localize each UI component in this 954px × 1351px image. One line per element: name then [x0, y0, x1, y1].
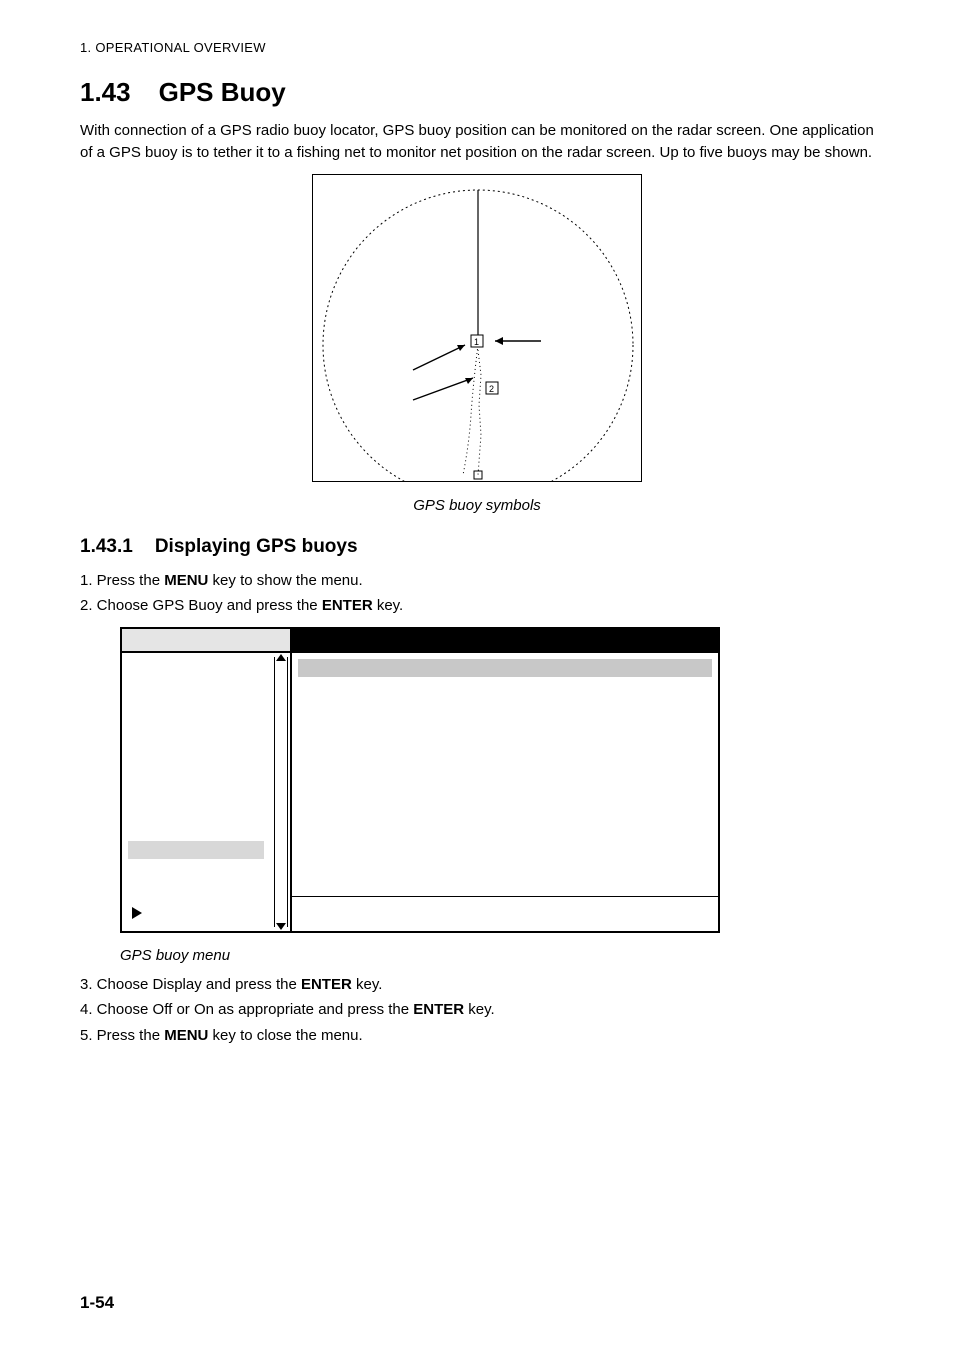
menu-more-indicator-icon [132, 907, 142, 919]
section-title: 1.43 GPS Buoy [80, 77, 874, 108]
enter-key-label: ENTER [322, 597, 373, 614]
menu-header-right [292, 629, 718, 653]
subsection-title: 1.43.1 Displaying GPS buoys [80, 536, 874, 558]
radar-svg: 1 2 [313, 175, 642, 482]
menu-header-left [122, 629, 292, 653]
menu-body [122, 653, 718, 931]
page-header: 1. OPERATIONAL OVERVIEW [80, 40, 874, 55]
enter-key-label: ENTER [301, 976, 352, 993]
subsection-number: 1.43.1 [80, 536, 133, 558]
gps-buoy-menu-figure [120, 627, 720, 933]
menu-right-divider [292, 896, 718, 897]
figure-gps-buoy-symbols: 1 2 GPS buoy symbols [80, 174, 874, 514]
menu-key-label: MENU [164, 1027, 208, 1044]
radar-diagram: 1 2 [312, 174, 642, 482]
step-1: 1. Press the MENU key to show the menu. [80, 568, 874, 594]
menu-right-selection [298, 659, 712, 677]
menu-right-pane [292, 653, 718, 931]
menu-left-pane [122, 653, 292, 931]
step-3: 3. Choose Display and press the ENTER ke… [80, 972, 874, 998]
figure1-caption: GPS buoy symbols [80, 497, 874, 514]
menu-left-scrollbar [274, 657, 288, 927]
page-number: 1-54 [80, 1293, 114, 1313]
enter-key-label: ENTER [413, 1001, 464, 1018]
step-2: 2. Choose GPS Buoy and press the ENTER k… [80, 593, 874, 619]
svg-text:1: 1 [474, 337, 479, 347]
section-number: 1.43 [80, 77, 131, 108]
menu-header [122, 629, 718, 653]
scroll-up-icon [276, 654, 286, 661]
subsection-name: Displaying GPS buoys [155, 536, 358, 557]
menu-key-label: MENU [164, 572, 208, 589]
section-name: GPS Buoy [159, 77, 286, 107]
step-4: 4. Choose Off or On as appropriate and p… [80, 997, 874, 1023]
step-5: 5. Press the MENU key to close the menu. [80, 1023, 874, 1049]
menu-figure-caption: GPS buoy menu [120, 947, 874, 964]
svg-text:2: 2 [489, 384, 494, 394]
scroll-down-icon [276, 923, 286, 930]
intro-paragraph: With connection of a GPS radio buoy loca… [80, 120, 874, 164]
menu-left-selection [128, 841, 264, 859]
